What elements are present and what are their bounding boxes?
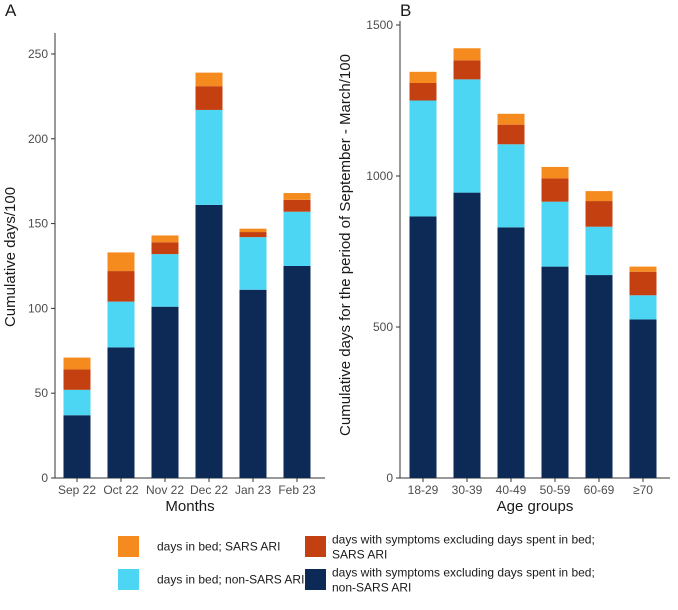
legend-key bbox=[305, 536, 326, 557]
bar-segment bbox=[409, 82, 437, 101]
y-tick-label: 1000 bbox=[366, 169, 393, 183]
bar-segment bbox=[107, 252, 135, 272]
x-tick-label: 50-59 bbox=[540, 483, 571, 497]
bar-segment bbox=[629, 295, 657, 320]
legend-label: days in bed; SARS ARI bbox=[157, 540, 280, 554]
bar-segment bbox=[283, 211, 311, 266]
bar-segment bbox=[585, 275, 613, 478]
bar-segment bbox=[239, 289, 267, 478]
bar-segment bbox=[629, 266, 657, 272]
bar-segment bbox=[63, 369, 91, 390]
bar-segment bbox=[409, 71, 437, 83]
y-axis-title: Cumulative days for the period of Septem… bbox=[337, 54, 354, 436]
x-tick-label: ≥70 bbox=[633, 483, 653, 497]
y-tick-label: 100 bbox=[28, 301, 48, 315]
bar-segment bbox=[497, 144, 525, 228]
bar-segment bbox=[107, 301, 135, 348]
y-tick-label: 0 bbox=[386, 471, 393, 485]
bar-segment bbox=[453, 79, 481, 193]
x-axis-title: Months bbox=[165, 498, 214, 515]
bar-segment bbox=[283, 193, 311, 200]
y-tick-label: 200 bbox=[28, 132, 48, 146]
bar-segment bbox=[195, 204, 223, 478]
bar-segment bbox=[151, 306, 179, 478]
bar-segment bbox=[497, 113, 525, 125]
x-tick-label: Sep 22 bbox=[58, 483, 96, 497]
bar-segment bbox=[283, 199, 311, 212]
x-tick-label: Dec 22 bbox=[190, 483, 228, 497]
bar-segment bbox=[195, 72, 223, 87]
bar-segment bbox=[541, 201, 569, 267]
bar-segment bbox=[239, 232, 267, 238]
bar-segment bbox=[63, 389, 91, 416]
bar-segment bbox=[541, 166, 569, 179]
bar-segment bbox=[585, 191, 613, 202]
y-tick-label: 1500 bbox=[366, 18, 393, 32]
x-tick-label: Oct 22 bbox=[103, 483, 139, 497]
y-tick-label: 150 bbox=[28, 217, 48, 231]
x-tick-label: 30-39 bbox=[452, 483, 483, 497]
bar-segment bbox=[541, 266, 569, 478]
bar-segment bbox=[151, 242, 179, 255]
bar-segment bbox=[283, 265, 311, 478]
bar-segment bbox=[453, 60, 481, 80]
legend-label: days with symptoms excluding days spent … bbox=[332, 533, 595, 547]
legend-key bbox=[118, 569, 139, 590]
bar-segment bbox=[63, 357, 91, 370]
bar-segment bbox=[585, 226, 613, 276]
y-tick-label: 0 bbox=[41, 471, 48, 485]
bar-segment bbox=[63, 415, 91, 478]
x-tick-label: Nov 22 bbox=[146, 483, 184, 497]
x-tick-label: 40-49 bbox=[496, 483, 527, 497]
bar-segment bbox=[151, 254, 179, 307]
legend-key bbox=[118, 536, 139, 557]
y-tick-label: 500 bbox=[373, 320, 393, 334]
bar-segment bbox=[239, 228, 267, 233]
bar-segment bbox=[107, 347, 135, 478]
x-tick-label: 60-69 bbox=[584, 483, 615, 497]
x-axis-title: Age groups bbox=[497, 498, 574, 515]
bar-segment bbox=[409, 216, 437, 478]
bar-segment bbox=[629, 271, 657, 296]
bar-segment bbox=[409, 100, 437, 217]
legend-label: days with symptoms excluding days spent … bbox=[332, 566, 595, 580]
x-tick-label: Jan 23 bbox=[235, 483, 271, 497]
bar-segment bbox=[497, 227, 525, 478]
x-tick-label: 18-29 bbox=[408, 483, 439, 497]
legend-label: non-SARS ARI bbox=[332, 581, 411, 595]
bar-segment bbox=[195, 86, 223, 110]
bar-segment bbox=[151, 235, 179, 243]
legend-label: SARS ARI bbox=[332, 548, 387, 562]
legend-label: days in bed; non-SARS ARI bbox=[157, 573, 304, 587]
panel-label: A bbox=[5, 1, 17, 20]
bar-segment bbox=[453, 48, 481, 61]
legend-key bbox=[305, 569, 326, 590]
bar-segment bbox=[585, 201, 613, 227]
y-axis-title: Cumulative days/100 bbox=[2, 187, 19, 327]
bar-segment bbox=[541, 178, 569, 202]
bar-segment bbox=[497, 124, 525, 145]
y-tick-label: 250 bbox=[28, 47, 48, 61]
bar-segment bbox=[195, 109, 223, 205]
x-tick-label: Feb 23 bbox=[278, 483, 316, 497]
bar-segment bbox=[239, 237, 267, 290]
y-tick-label: 50 bbox=[35, 386, 49, 400]
panel-label: B bbox=[400, 1, 411, 20]
bar-segment bbox=[107, 271, 135, 302]
bar-segment bbox=[453, 192, 481, 479]
bar-segment bbox=[629, 319, 657, 478]
